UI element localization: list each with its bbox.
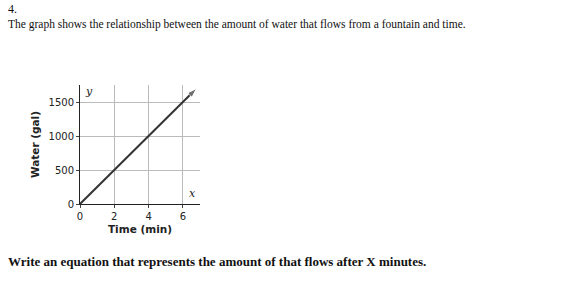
- svg-text:6: 6: [180, 211, 186, 222]
- svg-text:0: 0: [68, 199, 74, 210]
- svg-text:0: 0: [77, 211, 83, 222]
- svg-text:500: 500: [55, 165, 74, 176]
- svg-text:1000: 1000: [49, 131, 74, 142]
- svg-text:4: 4: [145, 211, 151, 222]
- html-text:4.: 4.: [8, 2, 17, 16]
- svg-text:Time (min): Time (min): [108, 223, 172, 235]
- html-text:Write an equation that represe: Write an equation that represents the am…: [8, 254, 427, 269]
- svg-text:x: x: [189, 187, 196, 200]
- svg-text:y: y: [85, 85, 93, 98]
- html-text:The graph shows the relationsh: The graph shows the relationship between…: [8, 18, 466, 30]
- svg-text:Water (gal): Water (gal): [29, 111, 41, 178]
- svg-text:1500: 1500: [49, 97, 74, 108]
- svg-text:2: 2: [111, 211, 117, 222]
